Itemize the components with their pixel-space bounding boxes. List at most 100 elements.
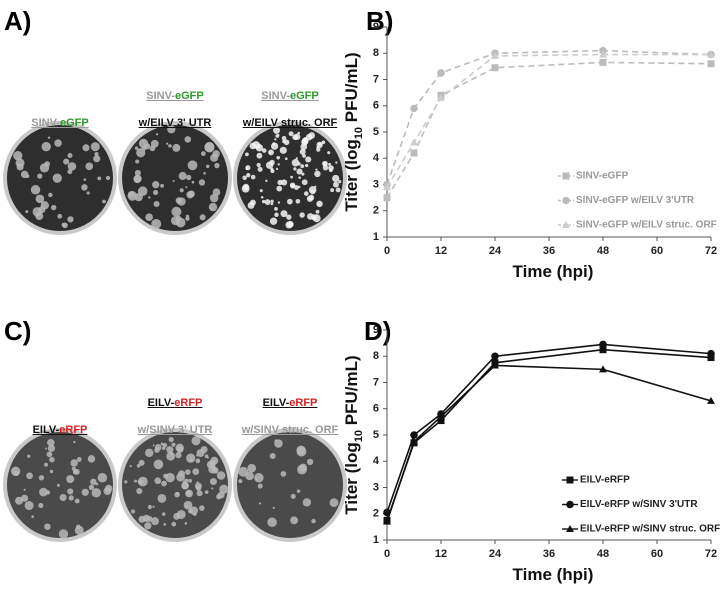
plaque: [247, 202, 255, 209]
label-line: EILV-eRFP: [148, 397, 203, 409]
plaque: [238, 466, 249, 477]
plaque: [172, 179, 175, 182]
plaque: [95, 482, 99, 486]
plaque: [332, 174, 340, 183]
plaque: [21, 494, 29, 502]
plaque: [152, 444, 155, 447]
plaque: [23, 488, 26, 491]
plaque: [314, 170, 321, 178]
plaque: [198, 179, 206, 186]
plaque: [85, 162, 94, 171]
marker: [437, 93, 445, 101]
plaque: [46, 451, 53, 458]
plaque: [163, 473, 168, 479]
plaque: [258, 502, 262, 505]
marker: [599, 365, 607, 373]
label-line: SINV-eGFP: [31, 117, 88, 129]
plaque: [290, 516, 299, 525]
plaque: [184, 522, 188, 525]
plaque: [210, 456, 219, 465]
marker: [491, 51, 499, 59]
plaque: [13, 151, 23, 161]
plaque: [287, 198, 293, 205]
plaque: [167, 125, 176, 134]
label-part: EILV-: [262, 397, 290, 409]
y-tick-label: 9: [373, 324, 379, 336]
plaque: [311, 518, 316, 524]
series-line: [386, 364, 712, 522]
y-tick-label: 2: [373, 205, 379, 217]
plaque: [242, 175, 247, 181]
plaque: [308, 194, 315, 201]
y-tick-label: 9: [373, 21, 379, 33]
plaque: [261, 148, 267, 153]
y-tick-label: 3: [373, 178, 379, 190]
plaque: [39, 163, 50, 173]
plaque: [285, 221, 293, 229]
plaque: [290, 175, 293, 179]
plaque: [303, 191, 309, 196]
plaque: [296, 489, 301, 493]
plaque: [152, 505, 155, 508]
label-part: EILV-: [32, 424, 60, 436]
plaque: [56, 483, 60, 487]
series-line: [386, 343, 712, 513]
plaque: [97, 473, 108, 483]
plate-label: w/EILV 3' UTR: [120, 117, 230, 129]
plaque: [200, 446, 208, 454]
marker: [410, 149, 418, 157]
plaque: [179, 188, 184, 193]
plaque: [87, 455, 96, 463]
plaque: [105, 484, 113, 493]
plaque: [256, 162, 261, 168]
marker: [437, 417, 445, 425]
plaque: [102, 199, 106, 204]
plaque: [157, 494, 167, 503]
marker: [707, 396, 715, 404]
y-tick-label: 1: [373, 534, 379, 546]
plaque: [138, 476, 148, 487]
x-tick-label: 24: [489, 245, 502, 257]
panel-label: A): [4, 6, 31, 36]
plaque: [74, 525, 84, 535]
legend-label: SINV-eGFP w/EILV struc. ORF: [576, 220, 717, 231]
plaque: [195, 458, 201, 464]
y-label-part: PFU/mL): [342, 355, 361, 430]
plaque: [67, 216, 74, 223]
plaque: [292, 134, 299, 141]
plaque: [270, 199, 274, 203]
plaque: [161, 480, 167, 487]
plaque: [289, 182, 296, 188]
label-part: eGFP: [175, 90, 204, 102]
plaque: [11, 466, 21, 476]
x-tick-label: 36: [543, 548, 555, 560]
y-axis-label: Titer (log10 PFU/mL): [342, 52, 365, 211]
legend-marker: [566, 476, 574, 484]
plaque: [150, 517, 159, 526]
plaque: [38, 502, 44, 509]
plaque: [134, 169, 141, 176]
plaque: [269, 217, 278, 225]
plaque: [276, 155, 281, 160]
label-part: eRFP: [289, 397, 318, 409]
plaque: [172, 143, 181, 152]
marker: [707, 60, 715, 68]
plaque: [314, 185, 317, 188]
plaque: [147, 504, 152, 510]
label-part: w/EILV 3' UTR: [138, 117, 212, 129]
y-label-part: 10: [353, 127, 365, 139]
plaque: [335, 161, 338, 164]
plaque: [135, 159, 140, 164]
series-line: [386, 348, 712, 521]
marker: [491, 361, 499, 369]
plaque: [306, 458, 314, 466]
plaque: [206, 456, 209, 459]
plaque: [186, 174, 192, 181]
marker: [707, 354, 715, 362]
y-tick-label: 6: [373, 403, 379, 415]
y-label-part: Titer (log: [342, 139, 361, 211]
plaque: [68, 495, 74, 501]
plaque: [286, 214, 292, 220]
plaque: [47, 444, 56, 452]
plaque: [45, 490, 51, 495]
